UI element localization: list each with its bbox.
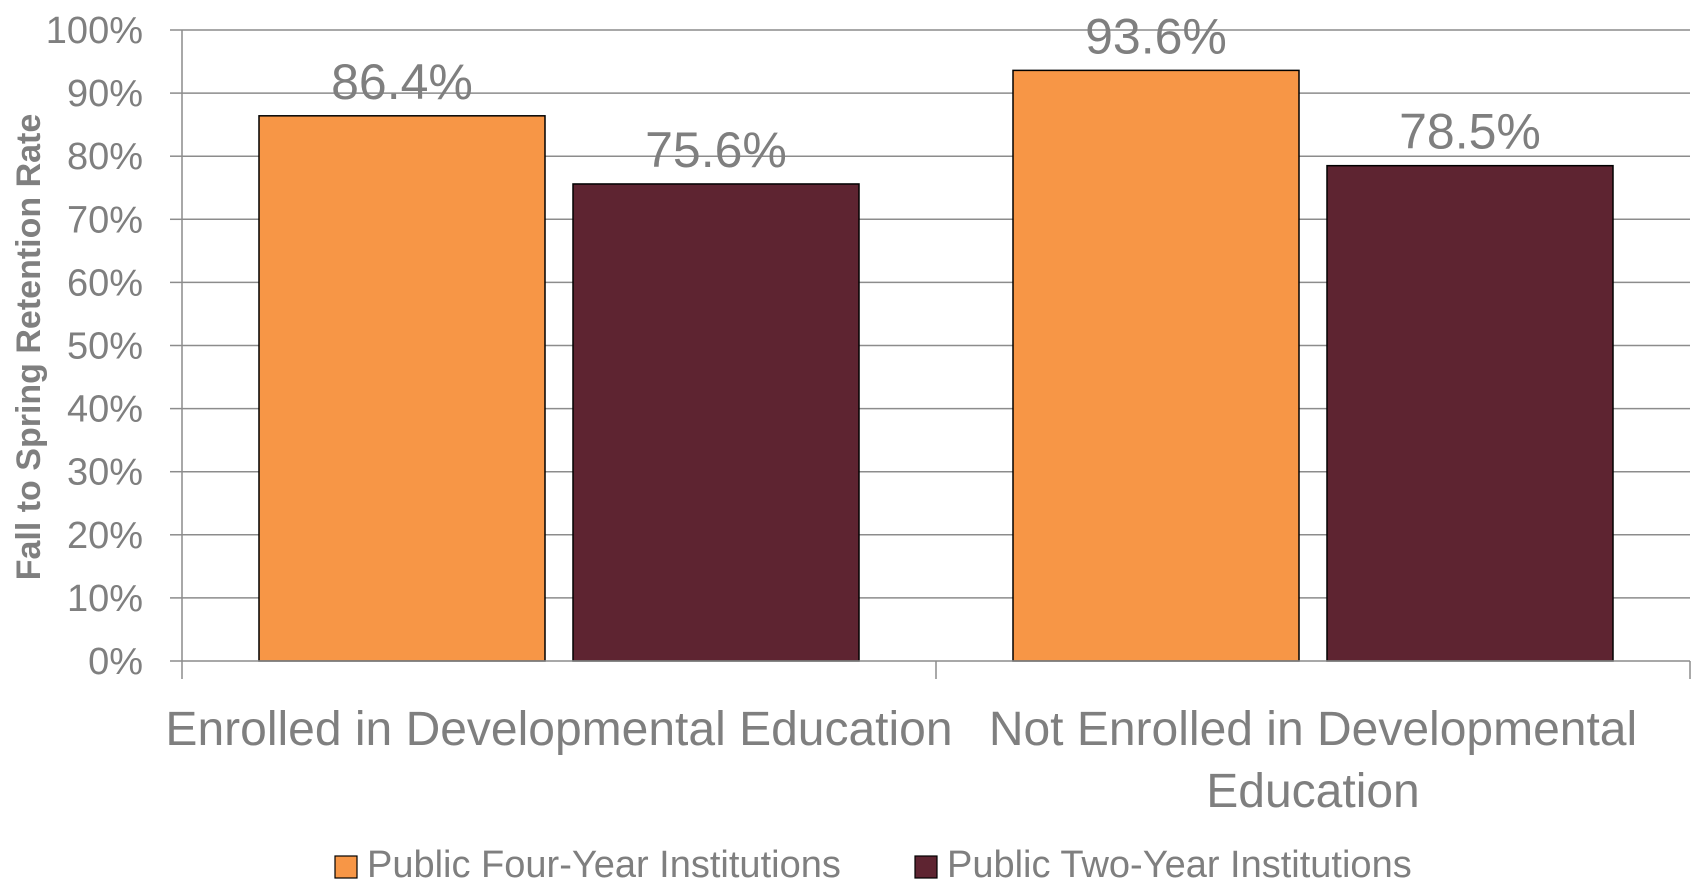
legend-label: Public Two-Year Institutions: [947, 844, 1412, 886]
y-tick-label: 80%: [67, 136, 143, 178]
x-axis: Enrolled in Developmental Education Not E…: [165, 660, 1691, 818]
legend-label: Public Four-Year Institutions: [367, 844, 841, 886]
y-tick-label: 20%: [67, 515, 143, 557]
data-label: 86.4%: [331, 54, 473, 110]
bars: 86.4% 75.6% 93.6% 78.5%: [258, 8, 1614, 662]
x-category-label: Enrolled in Developmental Education: [165, 703, 952, 756]
y-tick-label: 70%: [67, 199, 143, 241]
y-axis-title: Fall to Spring Retention Rate: [10, 114, 48, 581]
y-tick-label: 30%: [67, 452, 143, 494]
data-label: 78.5%: [1399, 104, 1541, 160]
y-tick-label: 90%: [67, 73, 143, 115]
x-category-label: Education: [1206, 765, 1420, 818]
legend-swatch: [914, 855, 938, 879]
data-label: 93.6%: [1085, 8, 1227, 64]
legend-swatch: [334, 855, 358, 879]
y-tick-label: 40%: [67, 389, 143, 431]
y-tick-label: 100%: [46, 10, 143, 52]
bar: [572, 183, 860, 662]
bar: [1012, 69, 1300, 662]
legend: Public Four-Year Institutions Public Two-…: [334, 844, 1412, 886]
data-label: 75.6%: [645, 122, 787, 178]
y-tick-label: 50%: [67, 326, 143, 368]
y-axis: 0% 10% 20% 30% 40% 50% 60% 70% 80% 90% 100%: [46, 10, 183, 683]
x-category-label: Not Enrolled in Developmental: [989, 703, 1637, 756]
y-tick-label: 10%: [67, 578, 143, 620]
y-tick-label: 60%: [67, 262, 143, 304]
bar: [1326, 164, 1614, 662]
y-tick-label: 0%: [88, 641, 143, 683]
bar: [258, 115, 546, 662]
